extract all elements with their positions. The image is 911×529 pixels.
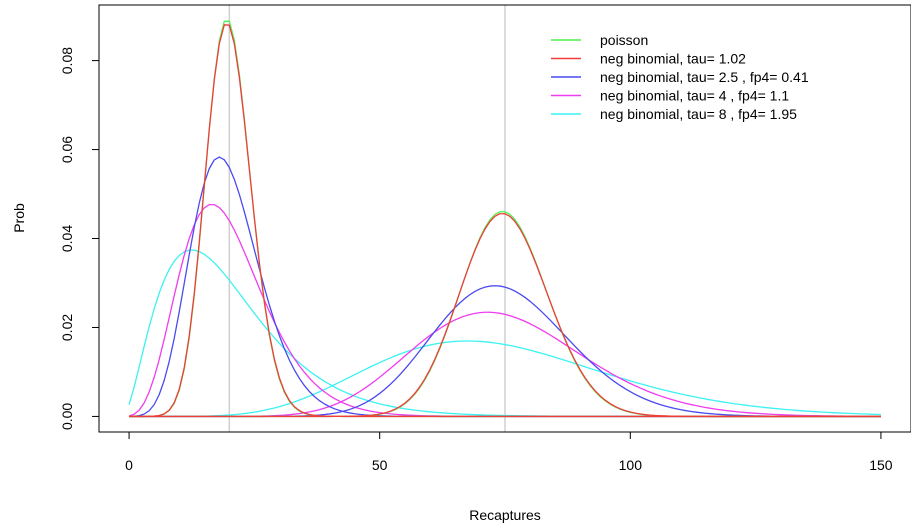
legend-label: neg binomial, tau= 2.5 , fp4= 0.41 <box>600 69 809 85</box>
legend-label: neg binomial, tau= 1.02 <box>600 51 746 67</box>
series-line-2-mean-75 <box>129 213 881 418</box>
x-tick-label: 50 <box>372 457 388 473</box>
x-axis-title: Recaptures <box>469 507 541 523</box>
legend: poisson neg binomial, tau= 1.02 neg binomi… <box>551 32 809 122</box>
y-tick-label: 0.04 <box>59 225 75 252</box>
y-tick-label: 0.06 <box>59 136 75 163</box>
x-tick-label: 0 <box>125 457 133 473</box>
reference-lines <box>228 5 506 432</box>
y-tick-label: 0.02 <box>59 314 75 341</box>
y-axis: 0.00 0.02 0.04 0.06 0.08 <box>59 47 100 430</box>
x-tick-label: 100 <box>619 457 643 473</box>
series-line-5-mean-75 <box>129 340 881 418</box>
x-tick-label: 150 <box>869 457 893 473</box>
legend-label: neg binomial, tau= 4 , fp4= 1.1 <box>600 88 789 104</box>
legend-label: poisson <box>600 32 648 48</box>
y-tick-label: 0.00 <box>59 403 75 430</box>
x-axis: 0 50 100 150 <box>125 431 893 473</box>
y-tick-label: 0.08 <box>59 47 75 74</box>
series-group <box>128 20 881 418</box>
legend-label: neg binomial, tau= 8 , fp4= 1.95 <box>600 106 797 122</box>
y-axis-title: Prob <box>11 203 27 233</box>
